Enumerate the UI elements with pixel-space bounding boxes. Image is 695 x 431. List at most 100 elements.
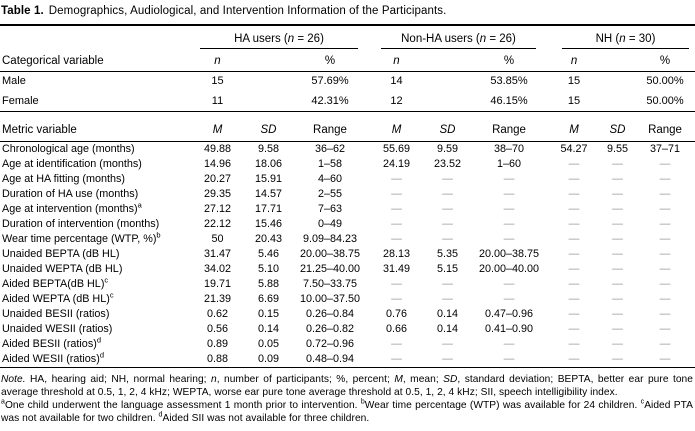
value-cell: — [659, 172, 671, 185]
percent-value: 53.85% [490, 75, 528, 88]
col-header-mean: M [368, 111, 425, 142]
footnote-marker: b [156, 231, 161, 239]
abbreviations-note: Note. HA, hearing aid; NH, normal hearin… [1, 373, 693, 400]
footnote-marker: d [96, 336, 101, 344]
value-cell: 55.69 [382, 142, 411, 155]
value-cell: 0.26–0.84 [305, 307, 355, 320]
col-header-percent: % [292, 49, 368, 72]
row-label-text: Duration of HA use (months) [2, 187, 139, 200]
categorical-rows: Male 15 57.69% 14 53.85% 15 50.00% Female 11 42.3… [0, 71, 695, 112]
empty-cell [600, 49, 636, 72]
group-label: NH ( [595, 33, 620, 45]
value-cell: 0.56 [206, 322, 228, 335]
row-label-text: Unaided WESII (ratios) [2, 322, 113, 335]
value-cell: 21.39 [203, 292, 232, 305]
value-cell: — [600, 351, 636, 368]
row-label: Age at HA fitting (months) [0, 172, 190, 187]
value-cell: 15.91 [254, 172, 283, 185]
value-cell: 22.12 [203, 217, 232, 230]
value-cell: 14.57 [254, 187, 283, 200]
metric-row: Aided WEPTA (dB HL)c 21.39 6.69 10.00–37.50… [0, 292, 695, 307]
value-cell: — [635, 351, 695, 368]
group-header-non-ha-users: Non-HA users (n = 26) [368, 25, 548, 49]
value-cell: — [391, 232, 402, 245]
value-cell: 5.46 [257, 247, 279, 260]
value-cell: — [503, 292, 515, 305]
n-value: 15 [548, 91, 601, 112]
value-cell: — [503, 172, 515, 185]
value-cell: 0.66 [385, 322, 407, 335]
row-label: Age at intervention (months)a [0, 202, 190, 217]
value-cell: — [568, 322, 580, 335]
value-cell: 7.50–33.75 [302, 277, 358, 290]
categorical-row: Female 11 42.31% 12 46.15% 15 50.00% [0, 91, 695, 112]
value-cell: — [503, 277, 515, 290]
footnote-text: HA, hearing aid; NH, normal hearing; [25, 373, 211, 385]
value-cell: — [612, 247, 623, 260]
col-header-range: Range [470, 111, 549, 142]
value-cell: 5.10 [257, 262, 279, 275]
empty-cell [425, 91, 470, 112]
footnote-text: Aided SII was not available for three ch… [162, 413, 370, 425]
value-cell: — [612, 322, 623, 335]
n-symbol: n [619, 33, 626, 45]
value-cell: 0.14 [436, 307, 458, 320]
group-header-nh: NH (n = 30) [548, 25, 695, 49]
col-header-sd: SD [425, 111, 470, 142]
footnote-text: Wear time percentage (WTP) was available… [364, 400, 641, 412]
empty-cell [600, 71, 635, 91]
group-label: = 26) [294, 33, 324, 45]
value-cell: — [659, 247, 671, 260]
row-label-text: Aided BESII (ratios) [2, 337, 97, 350]
value-cell: — [442, 187, 453, 200]
value-cell: 0.14 [436, 322, 458, 335]
row-label-text: Unaided WEPTA (dB HL) [2, 262, 123, 275]
value-cell: — [659, 307, 671, 320]
metric-row: Aided WESII (ratios)d 0.88 0.09 0.48–0.94— —… [0, 351, 695, 368]
metric-row: Wear time percentage (WTP, %)b 50 20.43 9.0… [0, 232, 695, 247]
footnote-marks: aOne child underwent the language assess… [1, 399, 693, 426]
value-cell: — [568, 337, 580, 350]
value-cell: 5.35 [436, 247, 458, 260]
n-value: 14 [390, 75, 403, 88]
col-header-range: Range [292, 111, 368, 142]
value-cell: — [612, 232, 623, 245]
value-cell: 54.27 [560, 142, 588, 155]
value-cell: — [442, 202, 453, 215]
value-cell: — [568, 292, 580, 305]
n-value: 11 [190, 91, 245, 112]
row-label-text: Age at HA fitting (months) [2, 172, 126, 185]
n-value: 15 [567, 75, 581, 88]
value-cell: 20.43 [254, 232, 283, 245]
footnote-text: , number of participants; %, percent; [216, 373, 395, 385]
value-cell: 20.00–40.00 [478, 262, 540, 275]
footnote-marker: a [137, 201, 142, 209]
value-cell: 0.89 [206, 337, 228, 350]
value-cell: 36–62 [314, 142, 346, 155]
n-symbol: n [479, 33, 487, 45]
value-cell: 18.06 [254, 157, 283, 170]
percent-value: 50.00% [646, 75, 684, 88]
col-header-percent: % [635, 49, 695, 72]
value-cell: 0.47–0.96 [484, 307, 534, 320]
value-cell: — [391, 172, 402, 185]
row-label-text: Age at identification (months) [2, 157, 142, 170]
value-cell: — [659, 232, 671, 245]
row-label-text: Duration of intervention (months) [2, 217, 160, 230]
value-cell: — [612, 172, 623, 185]
value-cell: — [442, 232, 453, 245]
metric-row: Unaided WESII (ratios) 0.56 0.14 0.26–0.82 0… [0, 322, 695, 337]
footnote-marker: c [104, 276, 109, 284]
footnote-text: Aided PTA was not available for two chil… [1, 400, 693, 425]
metric-variable-header: Metric variable [0, 111, 190, 142]
row-label: Unaided WEPTA (dB HL) [0, 262, 190, 277]
value-cell: 15.46 [254, 217, 283, 230]
n-value: 12 [368, 91, 425, 112]
value-cell: 27.12 [203, 202, 232, 215]
value-cell: — [442, 217, 453, 230]
row-label: Unaided BESII (ratios) [0, 307, 190, 322]
col-header-n: n [548, 49, 601, 72]
row-label-text: Aided WESII (ratios) [2, 352, 100, 365]
value-cell: 0.09 [245, 351, 292, 368]
metric-header-section: Metric variable M SD Range M SD Range M … [0, 111, 695, 142]
